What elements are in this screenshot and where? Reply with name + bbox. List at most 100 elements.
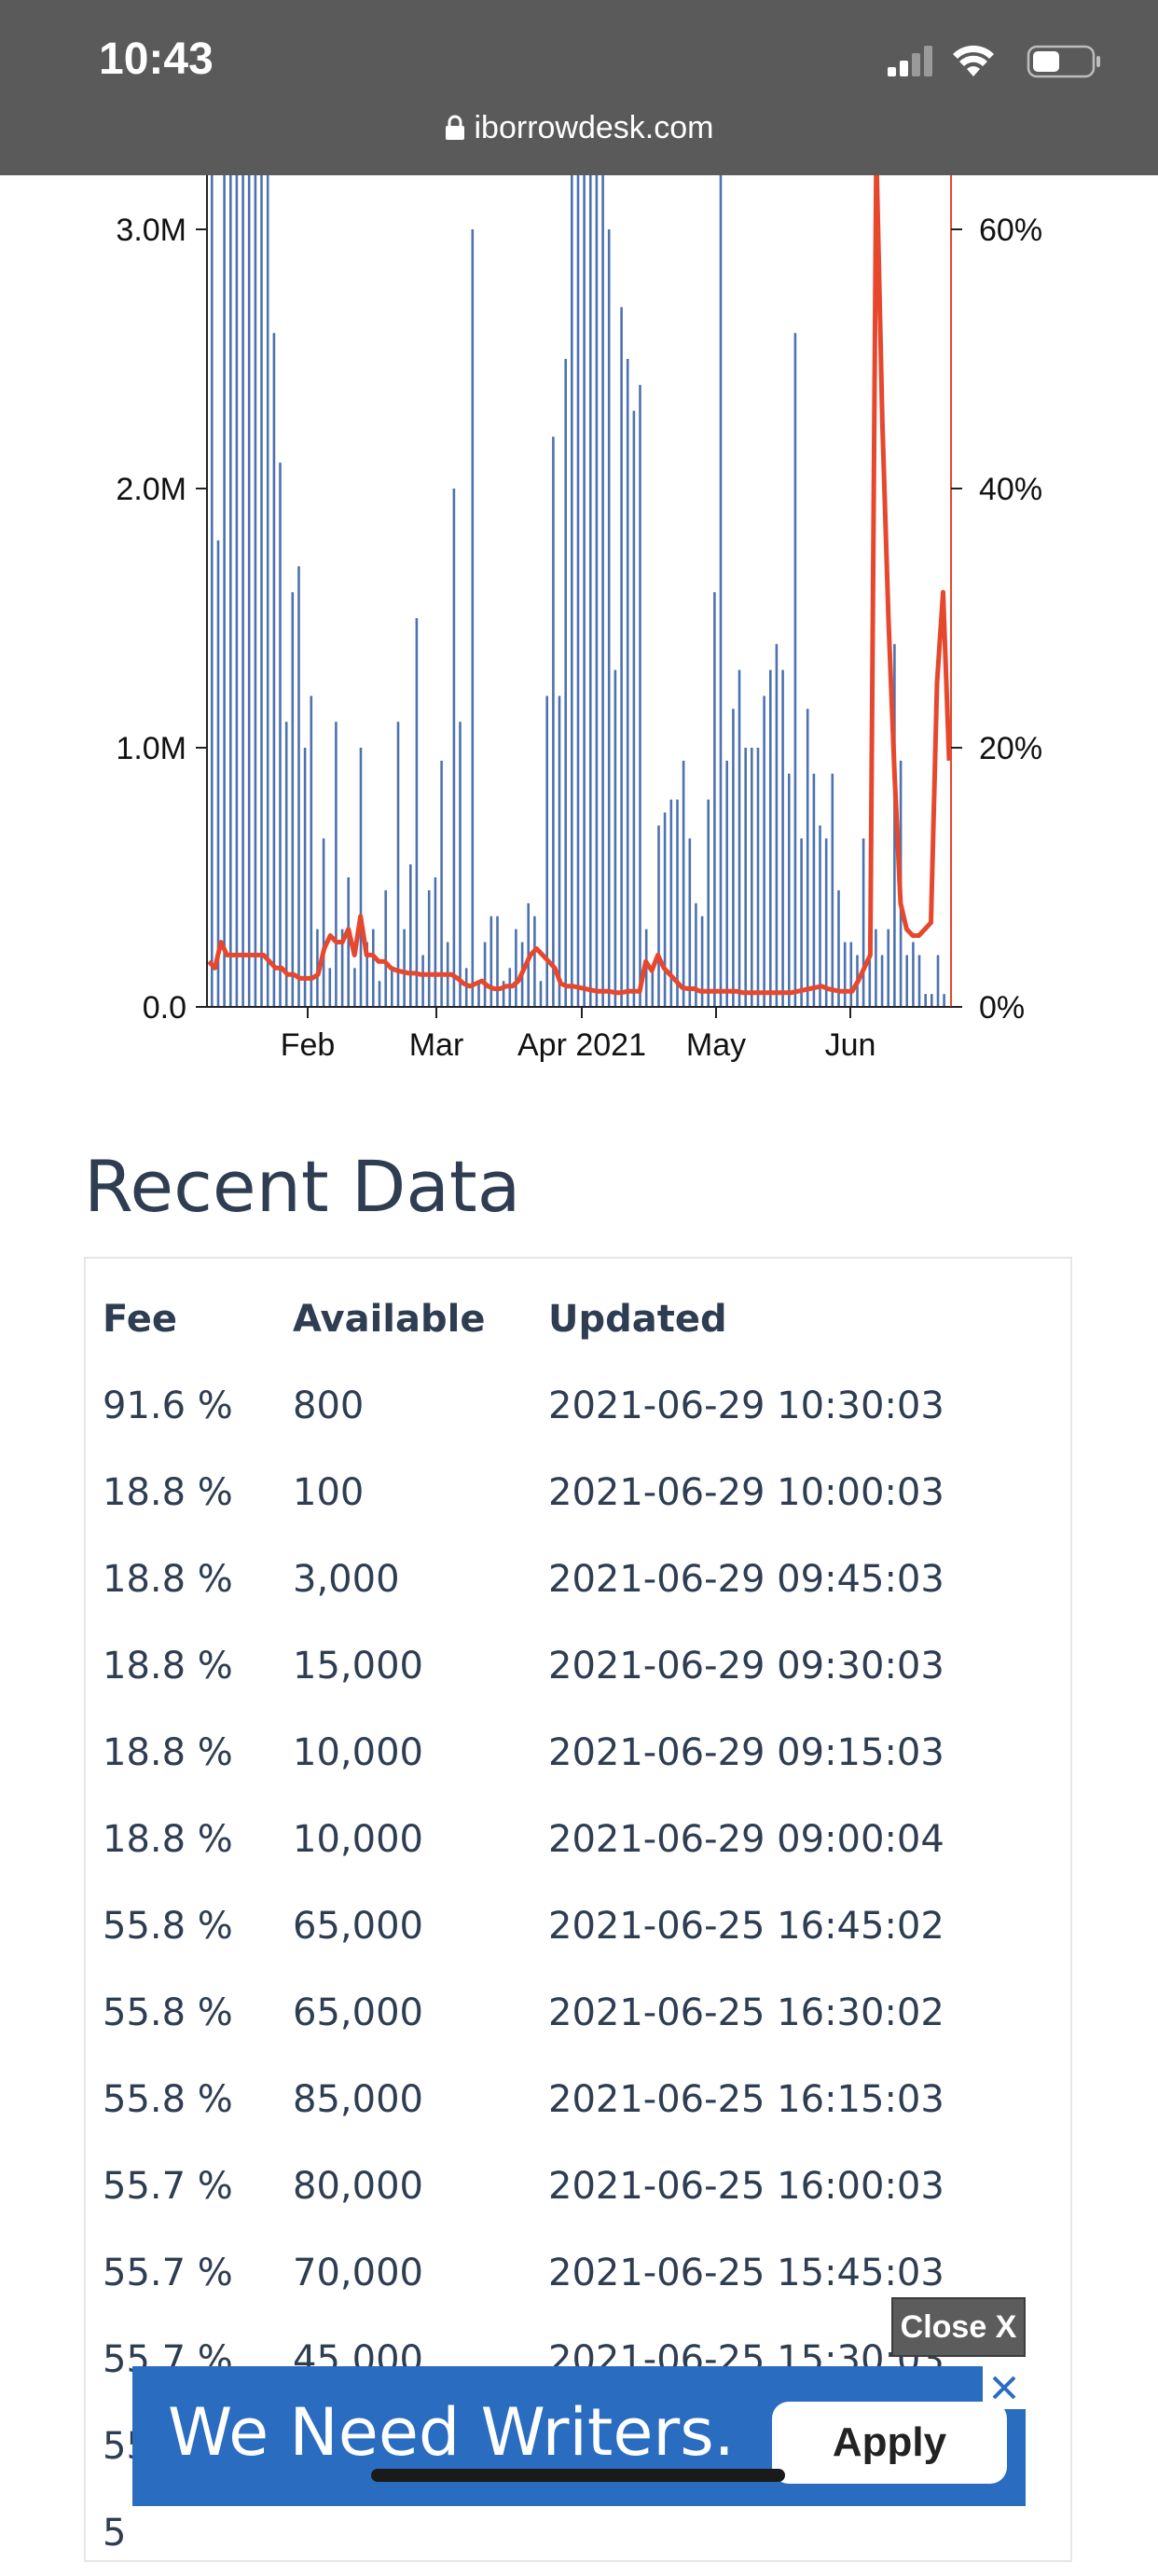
bar bbox=[396, 722, 400, 1007]
bar bbox=[440, 760, 443, 1007]
bar bbox=[725, 760, 728, 1007]
bar bbox=[793, 333, 797, 1007]
bar bbox=[887, 929, 889, 1007]
bar bbox=[806, 709, 809, 1007]
ad-close-icon[interactable] bbox=[983, 2366, 1026, 2409]
bar bbox=[266, 175, 269, 1008]
cell-updated: 2021-06-25 16:30:02 bbox=[548, 1991, 944, 2034]
bar bbox=[340, 929, 344, 1007]
table-row: 55.7 % 70,000 2021-06-25 15:45:03 bbox=[103, 2229, 1052, 2316]
bar bbox=[347, 877, 350, 1007]
bar bbox=[713, 592, 716, 1007]
section-title: Recent Data bbox=[84, 1145, 521, 1228]
bar bbox=[931, 994, 933, 1007]
chart-axes: 0.0 1.0M 2.0M 3.0M 0% 20% 40% 60% Feb Mar Apr 2021… bbox=[116, 175, 1042, 1063]
bar bbox=[427, 889, 431, 1007]
x-tick-label: May bbox=[686, 1027, 746, 1063]
cell-fee: 55.8 % bbox=[103, 1904, 233, 1948]
table-row: 18.8 % 3,000 2021-06-29 09:45:03 bbox=[103, 1536, 1052, 1622]
bar bbox=[409, 864, 412, 1007]
ad-close-button[interactable]: Close X bbox=[891, 2297, 1026, 2357]
column-header-fee: Fee bbox=[103, 1297, 177, 1341]
bar bbox=[775, 643, 779, 1007]
battery-icon bbox=[1027, 45, 1100, 78]
bar bbox=[496, 916, 499, 1007]
bar bbox=[880, 955, 884, 1007]
cell-fee: 55.7 % bbox=[103, 2164, 233, 2208]
bar bbox=[235, 175, 239, 1008]
bar bbox=[284, 722, 288, 1007]
bar bbox=[421, 955, 424, 1007]
recent-table: Fee Available Updated 91.6 % 800 2021-06-2… bbox=[103, 1275, 1052, 2576]
bar bbox=[247, 175, 251, 1008]
bar bbox=[601, 175, 604, 1008]
bar bbox=[372, 929, 375, 1007]
cell-available: 85,000 bbox=[293, 2077, 423, 2121]
bar bbox=[434, 877, 437, 1007]
bar bbox=[564, 359, 567, 1007]
bar bbox=[669, 799, 673, 1007]
bar bbox=[843, 942, 847, 1007]
cell-updated: 2021-06-25 16:00:03 bbox=[548, 2164, 944, 2208]
bar bbox=[533, 916, 536, 1007]
bar bbox=[732, 709, 735, 1007]
bar bbox=[223, 175, 226, 1008]
bar bbox=[639, 384, 641, 1007]
table-row: 18.8 % 10,000 2021-06-29 09:15:03 bbox=[103, 1709, 1052, 1796]
bar bbox=[607, 229, 611, 1007]
cell-fee: 55.8 % bbox=[103, 2077, 233, 2121]
bar bbox=[819, 825, 821, 1007]
bar bbox=[515, 929, 517, 1007]
recent-data-table: Fee Available Updated 91.6 % 800 2021-06-2… bbox=[84, 1257, 1072, 2562]
cell-fee: 18.8 % bbox=[103, 1730, 233, 1774]
bar bbox=[260, 175, 263, 1008]
bar bbox=[378, 981, 381, 1007]
x-tick-label: Mar bbox=[409, 1027, 464, 1063]
table-row: 55.7 % 80,000 2021-06-25 16:00:03 bbox=[103, 2142, 1052, 2229]
cell-updated: 2021-06-29 09:30:03 bbox=[548, 1644, 944, 1687]
cell-fee: 55.7 % bbox=[103, 2251, 233, 2294]
lock-icon bbox=[445, 115, 464, 140]
home-indicator bbox=[371, 2469, 785, 2482]
cell-updated: 2021-06-29 09:45:03 bbox=[548, 1557, 944, 1601]
bars-series bbox=[211, 175, 945, 1008]
bar bbox=[719, 175, 723, 1008]
left-tick-label: 1.0M bbox=[116, 731, 186, 766]
bar bbox=[272, 333, 276, 1007]
cell-updated: 2021-06-25 16:45:02 bbox=[548, 1904, 944, 1948]
fee-line-series bbox=[207, 175, 952, 996]
bar bbox=[824, 838, 828, 1007]
cell-available: 70,000 bbox=[293, 2251, 423, 2294]
ad-banner[interactable]: We Need Writers. Apply bbox=[132, 2366, 1026, 2506]
bar bbox=[459, 722, 462, 1007]
bar bbox=[539, 981, 543, 1007]
status-icons bbox=[888, 45, 1100, 78]
table-row: 18.8 % 100 2021-06-29 10:00:03 bbox=[103, 1449, 1052, 1536]
bar bbox=[924, 994, 927, 1007]
address-bar[interactable]: iborrowdesk.com bbox=[0, 110, 1158, 146]
bar bbox=[328, 968, 332, 1007]
wifi-icon bbox=[953, 45, 994, 76]
cell-fee: 18.8 % bbox=[103, 1817, 233, 1861]
bar bbox=[595, 175, 599, 1008]
table-row: 18.8 % 15,000 2021-06-29 09:30:03 bbox=[103, 1622, 1052, 1709]
bar bbox=[831, 773, 834, 1007]
bar bbox=[254, 175, 257, 1008]
bar bbox=[682, 760, 685, 1007]
x-tick-label: Apr 2021 bbox=[517, 1027, 646, 1063]
cell-available: 15,000 bbox=[293, 1644, 423, 1687]
bar bbox=[756, 748, 760, 1007]
bar bbox=[744, 748, 747, 1007]
bar bbox=[657, 825, 660, 1007]
cell-available: 10,000 bbox=[293, 1730, 423, 1774]
bar bbox=[558, 696, 561, 1007]
apply-button[interactable]: Apply bbox=[772, 2402, 1007, 2484]
cell-fee: 91.6 % bbox=[103, 1384, 233, 1427]
cell-updated: 2021-06-25 15:45:03 bbox=[548, 2251, 944, 2294]
bar bbox=[489, 916, 493, 1007]
bar bbox=[688, 838, 692, 1007]
bar bbox=[613, 669, 617, 1007]
cell-available: 800 bbox=[293, 1384, 365, 1427]
cell-fee: 18.8 % bbox=[103, 1644, 233, 1687]
cell-fee: 18.8 % bbox=[103, 1557, 233, 1601]
